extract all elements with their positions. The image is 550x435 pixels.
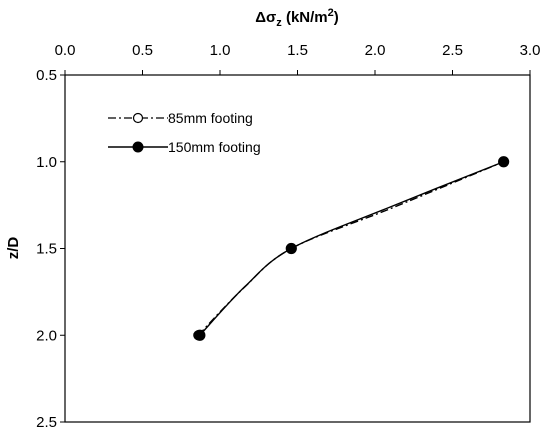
x-tick-label-1: 0.5 [132,42,153,59]
series-line-0 [197,161,504,336]
x-tick-label-4: 2.0 [365,42,386,59]
x-tick-label-3: 1.5 [287,42,308,59]
legend-marker-85mm [132,112,144,124]
x-tick-label-2: 1.0 [210,42,231,59]
x-axis-title: Δσz (kN/m2) [255,7,339,29]
legend: 85mm footing 150mm footing [108,110,261,155]
x-tick-label-0: 0.0 [55,42,76,59]
x-axis-title-prefix: Δσ [255,9,276,26]
x-axis-ticks: 0.0 0.5 1.0 1.5 2.0 2.5 3.0 [55,42,541,75]
x-axis-title-sup: 2 [328,7,334,19]
x-tick-label-5: 2.5 [442,42,463,59]
x-axis-title-sub: z [276,17,282,29]
series-1-point-0 [194,329,206,341]
series-line-1 [199,161,504,336]
series-1-point-2 [285,242,297,255]
plot-frame [64,74,531,423]
series-layer [193,156,510,341]
y-tick-label-4: 2.5 [36,414,57,431]
legend-marker-150mm [132,141,144,153]
x-axis-title-close: ) [334,9,339,26]
x-axis-title-unit: (kN/m [282,9,328,26]
y-tick-label-2: 1.5 [36,241,57,258]
y-tick-label-0: 0.5 [36,67,57,84]
legend-label-85mm: 85mm footing [168,110,253,126]
x-tick-label-6: 3.0 [520,42,541,59]
y-tick-label-1: 1.0 [36,154,57,171]
series-1-point-4 [498,156,510,168]
y-tick-label-3: 2.0 [36,327,57,344]
legend-label-150mm: 150mm footing [168,139,261,155]
y-axis-ticks: 0.5 1.0 1.5 2.0 2.5 [36,67,65,431]
y-axis-title: z/D [5,237,22,260]
